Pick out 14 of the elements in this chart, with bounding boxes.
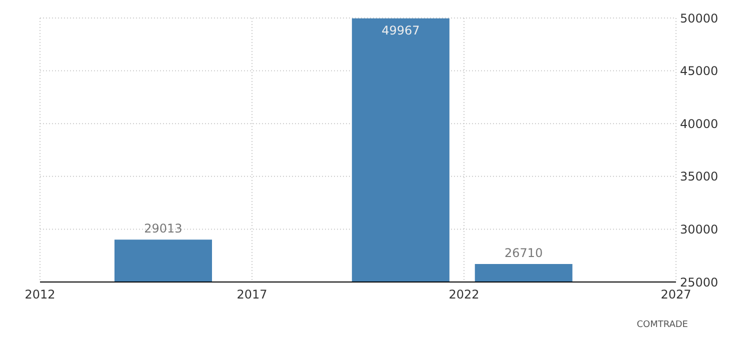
x-tick-label: 2022 bbox=[448, 288, 480, 302]
x-tick-label: 2012 bbox=[24, 288, 56, 302]
data-label: 26710 bbox=[504, 246, 543, 260]
y-tick-label: 40000 bbox=[680, 116, 718, 131]
data-label: 29013 bbox=[144, 222, 182, 236]
y-tick-label: 35000 bbox=[680, 170, 718, 184]
y-tick-label: 45000 bbox=[680, 64, 718, 78]
text: COMTRADE bbox=[636, 320, 688, 330]
data-label: 49967 bbox=[382, 23, 420, 38]
x-tick-label: 2027 bbox=[660, 288, 692, 302]
x-tick-label: 2017 bbox=[236, 288, 268, 302]
y-tick-label: 50000 bbox=[680, 11, 718, 26]
y-tick-label: 25000 bbox=[680, 275, 718, 290]
y-tick-label: 30000 bbox=[680, 222, 718, 236]
